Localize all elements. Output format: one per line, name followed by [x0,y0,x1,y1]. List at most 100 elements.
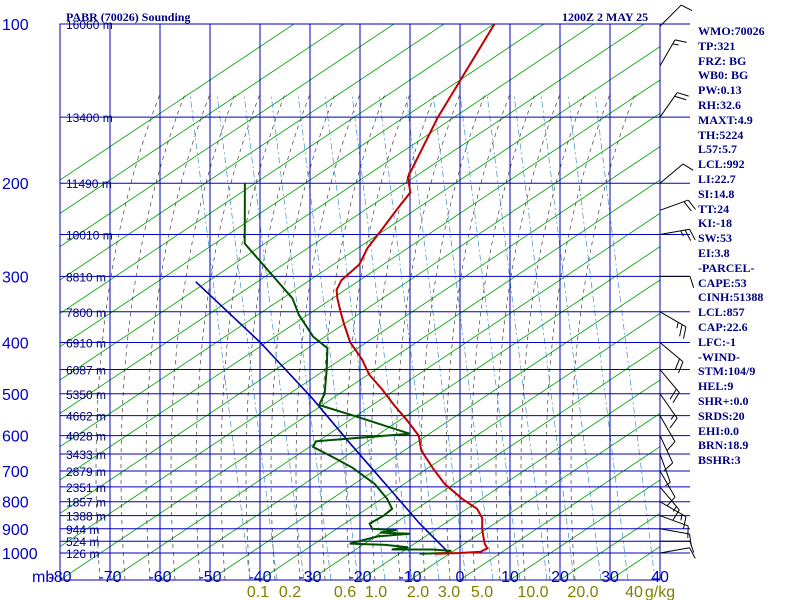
wind-barb-flag [676,322,679,329]
temp-tick-label: -70 [98,569,121,586]
sounding-index: -PARCEL- [698,260,755,275]
wind-barb-flag [683,201,692,212]
moist-adiabat [370,93,436,580]
height-label: 126 m [66,547,99,561]
temp-tick-label: -20 [348,569,371,586]
temp-tick-label: 20 [551,569,569,586]
mixing-ratio-label: 0.2 [279,584,301,600]
temp-tick-label: -10 [398,569,421,586]
sounding-index: CAPE:53 [698,275,747,290]
temp-tick-label: 10 [501,569,519,586]
dry-adiabat [60,24,395,248]
wind-barb-flag [679,324,683,337]
wind-barb [659,515,689,527]
mixing-ratio-label: 2.0 [407,584,429,600]
grid-lines [59,23,690,581]
wind-barb [659,486,680,511]
wind-barb-flag [682,516,687,529]
height-label: 7800 m [66,306,106,320]
sounding-index: CINH:51388 [698,290,764,305]
sounding-index: PW:0.13 [698,83,742,98]
x-axis-unit: mb [32,569,54,586]
temp-tick-label: -60 [148,569,171,586]
wind-barbs [659,4,696,559]
wind-barb-flag [677,92,689,97]
sounding-index: EI:3.8 [698,245,730,260]
wind-barb-flag [672,43,679,46]
mixing-ratio-label: 5.0 [471,584,493,600]
mixing-ratio-line [594,93,656,580]
parcel-curve [195,281,451,555]
mixing-ratio-line [270,93,332,580]
wind-barb [659,528,690,535]
height-label: 944 m [66,523,99,537]
pressure-tick-label: 300 [2,269,29,286]
height-label: 6910 m [66,336,106,350]
wind-barb [659,4,682,27]
mixing-ratio-line [432,93,494,580]
moist-adiabat [495,93,561,580]
mixing-ratio-line [378,93,440,580]
moist-adiabat [245,93,311,580]
sounding-index: -WIND- [698,349,740,364]
moist-adiabat [120,93,186,580]
temp-tick-label: 40 [651,569,669,586]
sounding-index: STM:104/9 [698,364,756,379]
wind-barb-flag [669,418,678,429]
moist-adiabat [195,93,261,580]
wind-barb [659,163,684,184]
wind-barb [659,435,674,464]
wind-barb [659,393,678,419]
sounding-index: TT:24 [698,201,730,216]
sounding-index: HEL:9 [698,379,734,394]
height-label: 8810 m [66,270,106,284]
moist-adiabat [520,93,586,580]
wind-barb-flag [669,388,677,400]
moist-adiabat [570,93,636,580]
sounding-indices-panel: WMO:70026 TP:321 FRZ: BG WB0: BG PW:0.13 RH:3… [698,24,800,468]
mixing-ratio-line [243,93,305,580]
wind-barb-flag [670,414,676,420]
mixing-ratio-label: 10.0 [517,584,548,600]
temperature-line [335,24,496,555]
wind-barb-flag [666,441,676,451]
height-label: 6087 m [66,364,106,378]
wind-barb-flag [689,229,696,241]
moist-adiabat [145,93,211,580]
height-label: 1857 m [66,496,106,510]
wind-barb-flag [674,39,687,43]
mixing-ratio-line [351,93,413,580]
height-label: 13400 m [66,111,113,125]
wind-barb [659,342,684,363]
moist-adiabat [320,93,386,580]
moist-adiabat [220,93,286,580]
moist-adiabat [545,93,611,580]
pressure-tick-label: 1000 [2,546,38,563]
wind-barb-flag [674,358,680,371]
sounding-index: BSHR:3 [698,453,741,468]
valid-time: 1200Z 2 MAY 25 [562,10,649,24]
sounding-index: SW:53 [698,231,733,246]
wind-barb [659,470,676,498]
mixing-ratio-line [459,93,521,580]
moist-adiabat [270,93,336,580]
pressure-tick-label: 600 [2,429,29,446]
wind-barb [659,311,687,328]
moist-adiabat [95,93,161,580]
wind-barb [659,369,680,393]
wind-barb-flag [680,514,683,521]
pressure-tick-label: 800 [2,495,29,512]
height-label: 524 m [66,535,99,549]
sounding-index: L57:5.7 [698,142,737,157]
temp-tick-label: 0 [456,569,465,586]
wind-barb [659,547,690,554]
mixing-ratio-label: 3.0 [438,584,460,600]
pressure-tick-label: 200 [2,176,29,193]
wind-barb-flag [689,541,695,553]
mixing-ratio-line [567,93,629,580]
moist-adiabat [170,93,236,580]
pressure-tick-label: 900 [2,522,29,539]
height-label: 4028 m [66,430,106,444]
